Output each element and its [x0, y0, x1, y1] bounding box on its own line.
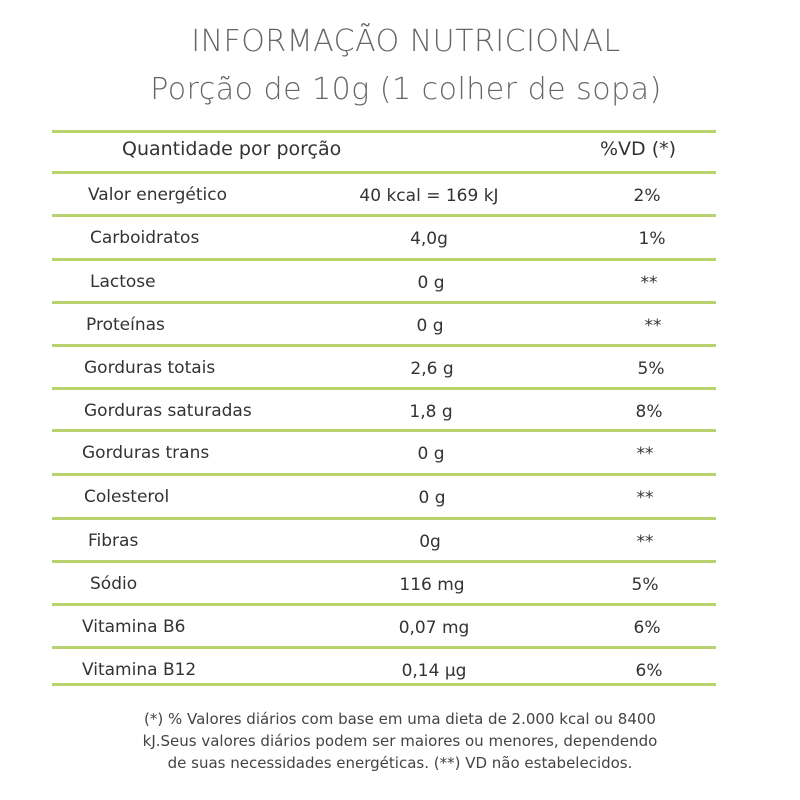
nutrient-amount: 0,07 mg [398, 618, 470, 638]
nutrient-amount: 0 g [417, 273, 445, 293]
nutrient-name: Vitamina B12 [82, 660, 197, 680]
nutrient-vd: 8% [635, 402, 663, 422]
nutrient-name: Sódio [90, 574, 138, 594]
nutrient-vd: ** [640, 273, 658, 293]
nutrient-amount: 0g [419, 532, 441, 552]
nutrient-name: Vitamina B6 [82, 617, 186, 637]
nutrient-name: Gorduras trans [82, 443, 210, 463]
table-rule [52, 517, 716, 520]
nutrient-amount: 40 kcal = 169 kJ [359, 186, 499, 206]
table-rule [52, 301, 716, 304]
nutrient-name: Gorduras totais [84, 358, 216, 378]
nutrient-vd: ** [636, 532, 654, 552]
table-rule [52, 214, 716, 217]
nutrient-name: Carboidratos [90, 228, 200, 248]
footnote: (*) % Valores diários com base em uma di… [80, 708, 720, 774]
nutrient-vd: 2% [633, 186, 661, 206]
nutrient-vd: ** [644, 316, 662, 336]
table-rule [52, 603, 716, 606]
nutrient-vd: 5% [631, 575, 659, 595]
table-rule [52, 171, 716, 174]
footnote-line: (*) % Valores diários com base em uma di… [144, 710, 656, 728]
nutrient-amount: 0 g [417, 444, 445, 464]
table-rule [52, 130, 716, 133]
table-rule [52, 683, 716, 686]
nutrient-amount: 0 g [418, 488, 446, 508]
nutrient-vd: 6% [635, 661, 663, 681]
nutrient-name: Colesterol [84, 487, 170, 507]
nutrient-vd: ** [636, 444, 654, 464]
table-rule [52, 560, 716, 563]
nutrient-vd: 6% [633, 618, 661, 638]
nutrient-name: Proteínas [86, 315, 165, 335]
nutrient-amount: 4,0g [410, 229, 448, 249]
nutrient-amount: 1,8 g [409, 402, 453, 422]
nutrient-name: Valor energético [88, 185, 228, 205]
table-rule [52, 258, 716, 261]
nutrient-amount: 0,14 µg [401, 661, 467, 681]
table-rule [52, 646, 716, 649]
nutrient-vd: ** [636, 488, 654, 508]
nutrient-vd: 5% [637, 359, 665, 379]
footnote-line: kJ.Seus valores diários podem ser maiore… [142, 732, 658, 750]
nutrient-amount: 116 mg [399, 575, 465, 595]
header-label: Quantidade por porção [122, 138, 342, 160]
table-rule [52, 387, 716, 390]
page-title: INFORMAÇÃO NUTRICIONAL [191, 24, 621, 59]
nutrient-name: Lactose [90, 272, 156, 292]
nutrient-vd: 1% [638, 229, 666, 249]
table-rule [52, 429, 716, 432]
nutrient-name: Gorduras saturadas [84, 401, 252, 421]
nutrient-name: Fibras [88, 531, 139, 551]
nutrient-amount: 2,6 g [410, 359, 454, 379]
nutrient-amount: 0 g [416, 316, 444, 336]
footnote-line: de suas necessidades energéticas. (**) V… [167, 754, 633, 772]
table-rule [52, 473, 716, 476]
table-rule [52, 344, 716, 347]
page-subtitle: Porção de 10g (1 colher de sopa) [150, 72, 662, 107]
header-vd: %VD (*) [600, 138, 677, 160]
